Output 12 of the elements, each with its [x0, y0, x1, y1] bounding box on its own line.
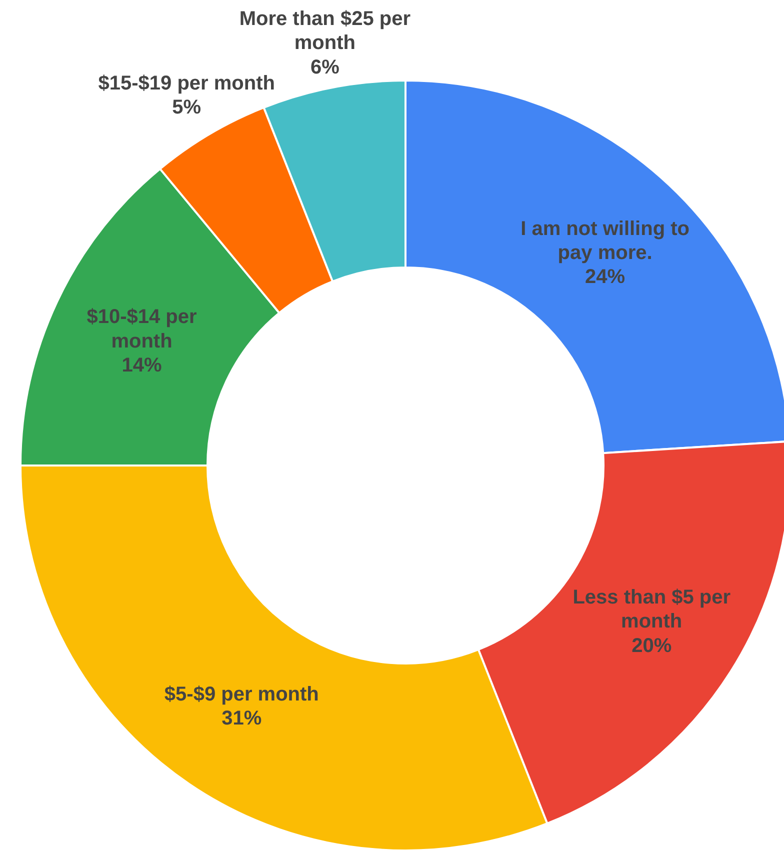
slice-label: I am not willing to pay more. [520, 218, 690, 264]
data-label: 6% [310, 56, 340, 78]
slice-label: Less than $5 per month [572, 586, 731, 633]
data-label: 14% [122, 354, 162, 377]
data-label: 24% [585, 266, 626, 288]
data-label: 5% [172, 96, 202, 118]
slice-label: $10-$14 per month [86, 306, 197, 352]
data-label: 31% [222, 708, 262, 730]
slice-label: $15-$19 per month [98, 72, 275, 94]
data-label: 20% [632, 634, 672, 657]
slice-label: $5-$9 per month [164, 683, 319, 706]
slice-label: More than $25 per month [239, 8, 411, 54]
